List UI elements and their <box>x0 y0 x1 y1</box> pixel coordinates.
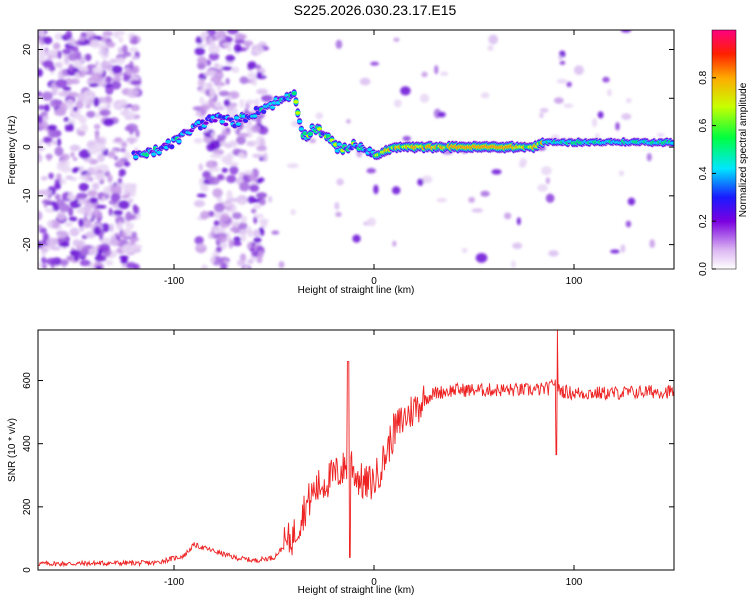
colorbar-tick-label: 0.6 <box>698 118 709 132</box>
spectrogram-xlabel: Height of straight line (km) <box>298 285 415 296</box>
colorbar-tick-label: 0.2 <box>698 214 709 228</box>
x-tick-label: 0 <box>371 276 377 287</box>
colorbar <box>711 29 737 270</box>
y-tick-label: -20 <box>22 237 33 252</box>
y-tick-label: 20 <box>22 44 33 56</box>
spectrogram-frame <box>37 29 675 270</box>
y-tick-label: -10 <box>22 188 33 203</box>
snr-xlabel: Height of straight line (km) <box>298 585 415 596</box>
y-tick-label: 400 <box>22 435 33 452</box>
spectrogram-noise-layer <box>38 30 665 269</box>
colorbar-tick-label: 0.4 <box>698 166 709 180</box>
snr-series-line <box>38 330 674 568</box>
spectrogram-ridge-layer <box>131 88 674 161</box>
colorbar-tick-label: 0.0 <box>698 262 709 276</box>
x-tick-label: -100 <box>164 276 184 287</box>
spectrogram-ylabel: Frequency (Hz) <box>7 116 18 185</box>
x-tick-label: 0 <box>371 577 377 588</box>
colorbar-label: Normalized spectral amplitude <box>738 82 749 217</box>
snr-line-path <box>38 330 674 568</box>
x-tick-label: -100 <box>164 577 184 588</box>
colorbar-tick-label: 0.8 <box>698 70 709 84</box>
y-tick-label: 600 <box>22 372 33 389</box>
chart-title: S225.2026.030.23.17.E15 <box>293 2 457 18</box>
x-tick-label: 100 <box>566 276 583 287</box>
y-tick-label: 200 <box>22 498 33 515</box>
y-tick-label: 10 <box>22 92 33 104</box>
y-tick-label: 0 <box>22 144 33 150</box>
snr-ylabel: SNR (10 * v/v) <box>7 418 18 482</box>
y-tick-label: 0 <box>22 567 33 573</box>
x-tick-label: 100 <box>566 577 583 588</box>
snr-frame <box>37 329 675 571</box>
snr-chart: -100 0 100 0 200 400 600 Height of straight l… <box>7 329 675 596</box>
